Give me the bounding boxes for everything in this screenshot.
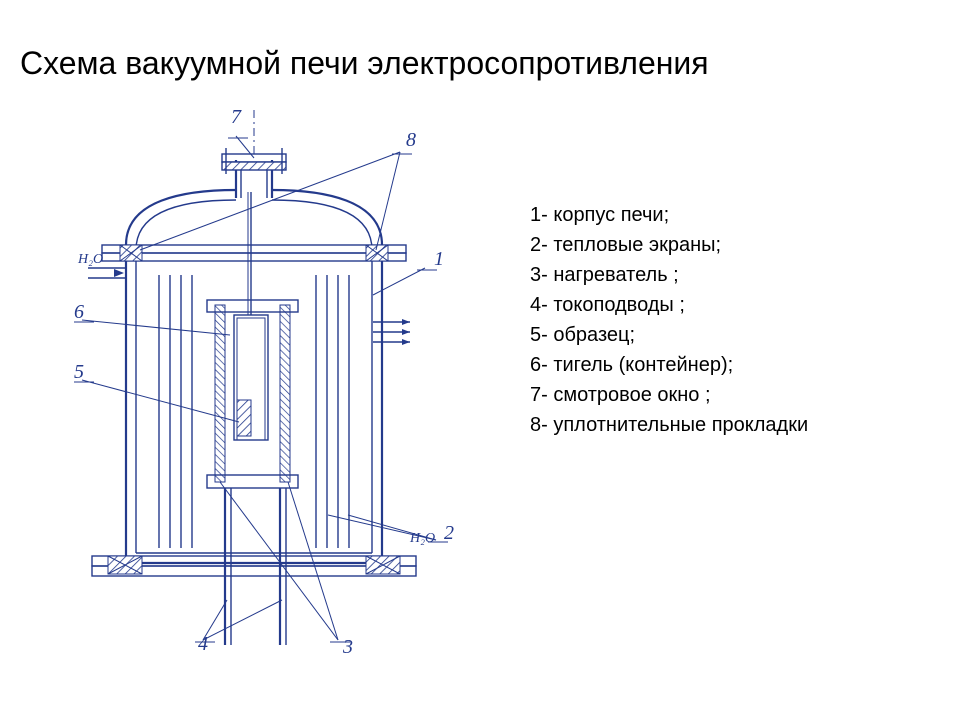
page-title: Схема вакуумной печи электросопротивлени… — [20, 45, 709, 82]
legend-item-5: 5- образец; — [530, 320, 808, 350]
legend-item-2: 2- тепловые экраны; — [530, 230, 808, 260]
legend-item-8: 8- уплотнительные прокладки — [530, 410, 808, 440]
legend-item-3: 3- нагреватель ; — [530, 260, 808, 290]
h2o-label: H₂O — [77, 252, 103, 267]
callout-5: 5 — [74, 361, 84, 383]
legend-item-7: 7- смотровое окно ; — [530, 380, 808, 410]
callout-6: 6 — [74, 301, 84, 323]
h2o-label: H₂O — [409, 531, 435, 546]
callout-7: 7 — [231, 106, 242, 128]
callout-2: 2 — [444, 522, 454, 544]
legend-item-1: 1- корпус печи; — [530, 200, 808, 230]
legend-item-4: 4- токоподводы ; — [530, 290, 808, 320]
callout-8: 8 — [406, 129, 416, 151]
callout-1: 1 — [434, 248, 444, 270]
legend-item-6: 6- тигель (контейнер); — [530, 350, 808, 380]
callout-3: 3 — [342, 636, 353, 658]
furnace-diagram: 1 2 3 4 5 6 7 8 H₂O H₂O — [30, 100, 490, 660]
callout-4: 4 — [198, 633, 208, 655]
legend: 1- корпус печи; 2- тепловые экраны; 3- н… — [530, 200, 808, 440]
